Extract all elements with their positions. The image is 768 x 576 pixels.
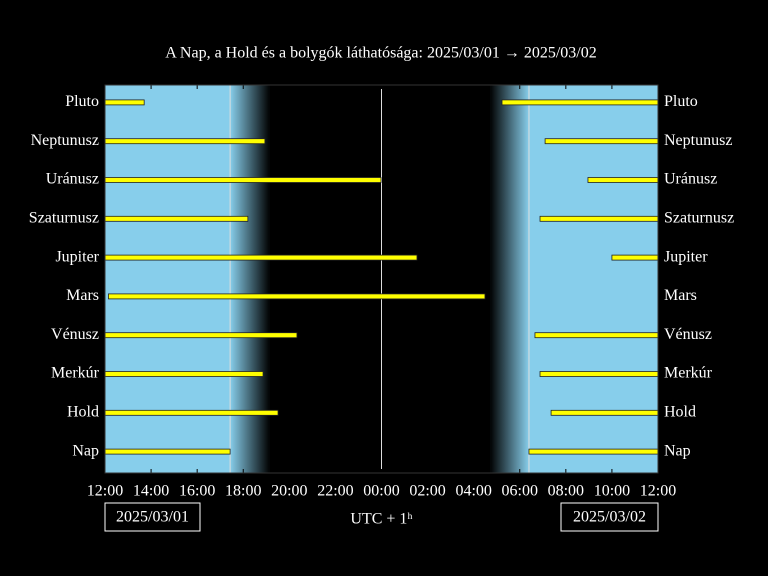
x-tick-label: 18:00 bbox=[225, 483, 261, 500]
x-tick-label: 16:00 bbox=[179, 483, 215, 500]
visibility-bar bbox=[104, 332, 298, 339]
visibility-bar bbox=[539, 215, 659, 222]
x-tick-label: 22:00 bbox=[317, 483, 353, 500]
x-tick-label: 10:00 bbox=[594, 483, 630, 500]
start-date: 2025/03/01 bbox=[116, 509, 189, 526]
row-label: Jupiter bbox=[55, 248, 99, 265]
date-box bbox=[560, 502, 659, 532]
visibility-bar bbox=[108, 293, 486, 300]
row-label: Vénusz bbox=[664, 326, 712, 343]
x-tick-label: 00:00 bbox=[363, 483, 399, 500]
plot-frame bbox=[104, 84, 659, 474]
row-label: Pluto bbox=[65, 93, 99, 110]
row-label: Hold bbox=[67, 403, 99, 420]
row-label: Merkúr bbox=[51, 365, 100, 382]
row-label: Neptunusz bbox=[664, 132, 732, 149]
row-label: Szaturnusz bbox=[664, 209, 734, 226]
x-tick-label: 20:00 bbox=[271, 483, 307, 500]
x-tick-label: 12:00 bbox=[87, 483, 123, 500]
visibility-bar bbox=[501, 99, 659, 106]
row-label: Mars bbox=[664, 287, 697, 304]
visibility-bar bbox=[104, 215, 249, 222]
visibility-bar bbox=[104, 138, 266, 145]
dawn bbox=[490, 85, 529, 473]
dusk bbox=[230, 85, 270, 473]
row-label: Nap bbox=[664, 442, 691, 459]
row-label: Neptunusz bbox=[31, 132, 99, 149]
visibility-bar bbox=[104, 177, 382, 183]
visibility-bar bbox=[544, 138, 659, 145]
row-label: Jupiter bbox=[664, 248, 708, 265]
chart-title: A Nap, a Hold és a bolygók láthatósága: … bbox=[165, 45, 597, 62]
row-label: Nap bbox=[72, 442, 99, 459]
row-label: Szaturnusz bbox=[29, 209, 99, 226]
visibility-bar bbox=[104, 254, 418, 261]
row-label: Uránusz bbox=[46, 171, 99, 188]
visibility-bar bbox=[539, 371, 659, 377]
visibility-bar bbox=[534, 332, 659, 339]
x-tick-label: 06:00 bbox=[502, 483, 538, 500]
x-tick-label: 14:00 bbox=[133, 483, 169, 500]
row-label: Merkúr bbox=[664, 365, 713, 382]
x-tick-label: 04:00 bbox=[455, 483, 491, 500]
row-label: Hold bbox=[664, 403, 696, 420]
date-box bbox=[104, 502, 201, 532]
visibility-bar bbox=[550, 409, 659, 416]
x-tick-label: 08:00 bbox=[548, 483, 584, 500]
visibility-bar bbox=[587, 177, 659, 183]
night bbox=[269, 85, 491, 473]
end-date: 2025/03/02 bbox=[573, 509, 646, 526]
x-tick-label: 12:00 bbox=[640, 483, 676, 500]
x-tick-label: 02:00 bbox=[409, 483, 445, 500]
visibility-bar bbox=[104, 371, 264, 377]
row-label: Uránusz bbox=[664, 171, 717, 188]
visibility-bar bbox=[611, 254, 659, 261]
visibility-bar bbox=[528, 448, 659, 455]
visibility-bar bbox=[104, 409, 279, 416]
row-label: Vénusz bbox=[51, 326, 99, 343]
row-label: Mars bbox=[66, 287, 99, 304]
x-axis-label: UTC + 1ʰ bbox=[350, 511, 412, 528]
visibility-bar bbox=[104, 99, 145, 106]
row-label: Pluto bbox=[664, 93, 698, 110]
visibility-bar bbox=[104, 448, 231, 455]
